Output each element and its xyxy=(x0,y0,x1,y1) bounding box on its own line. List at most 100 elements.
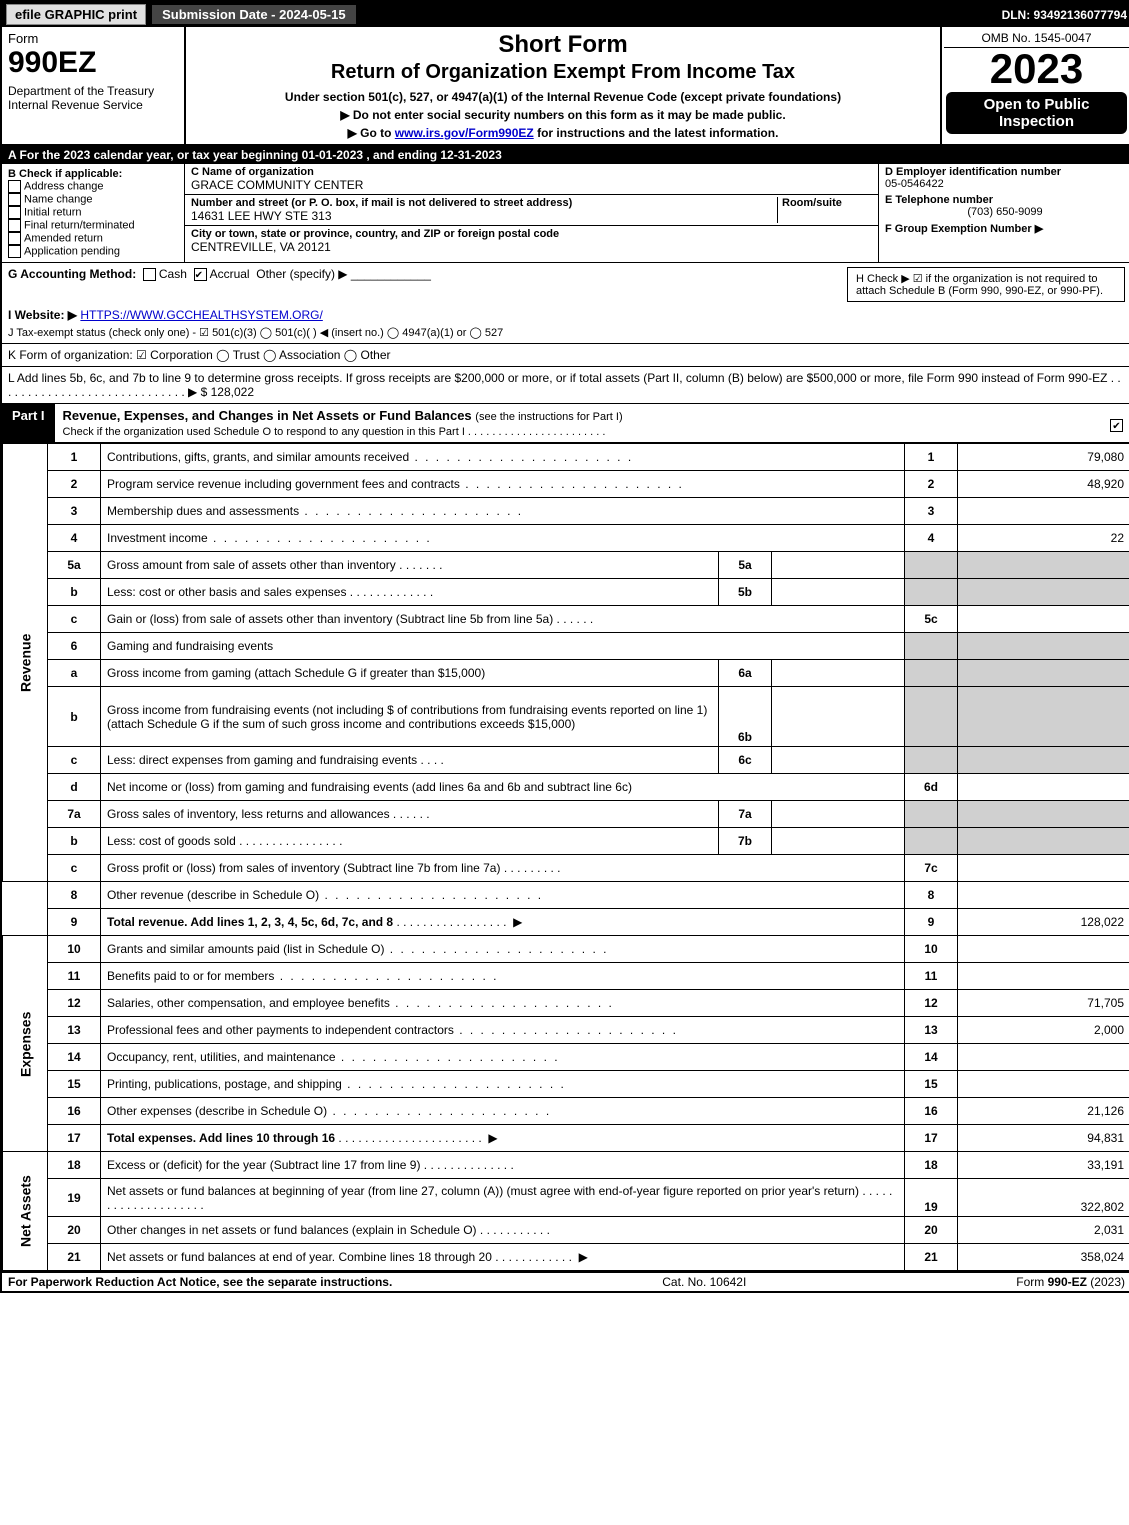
line-l-value: 128,022 xyxy=(211,385,254,399)
form-footer-label: Form 990-EZ (2023) xyxy=(1016,1275,1125,1289)
name-change-label: Name change xyxy=(24,193,93,205)
line-2-rnum: 2 xyxy=(905,471,958,498)
form-990ez: efile GRAPHIC print Submission Date - 20… xyxy=(0,0,1129,1293)
line-11-rnum: 11 xyxy=(905,963,958,990)
footer-formnum: 990-EZ xyxy=(1048,1275,1087,1289)
line-14-desc: Occupancy, rent, utilities, and maintena… xyxy=(107,1050,336,1064)
table-row: 11 Benefits paid to or for members 11 xyxy=(3,963,1129,990)
line-19-val: 322,802 xyxy=(958,1179,1129,1217)
table-row: 16 Other expenses (describe in Schedule … xyxy=(3,1098,1129,1125)
line-6d-desc: Net income or (loss) from gaming and fun… xyxy=(101,774,905,801)
line-13-rnum: 13 xyxy=(905,1017,958,1044)
line-17-num: 17 xyxy=(48,1125,101,1152)
line-1-num: 1 xyxy=(48,444,101,471)
line-l-text: L Add lines 5b, 6c, and 7b to line 9 to … xyxy=(8,371,1121,399)
accounting-section: G Accounting Method: Cash Accrual Other … xyxy=(2,263,1129,344)
application-pending-checkbox[interactable] xyxy=(8,245,21,258)
line-6c-shadeval xyxy=(958,747,1129,774)
line-7c-rnum: 7c xyxy=(905,855,958,882)
line-10-val xyxy=(958,936,1129,963)
line-19-rnum: 19 xyxy=(905,1179,958,1217)
line-7b-subnum: 7b xyxy=(719,828,772,855)
line-9-desc: Total revenue. Add lines 1, 2, 3, 4, 5c,… xyxy=(107,915,393,929)
line-5c-rnum: 5c xyxy=(905,606,958,633)
line-6-desc: Gaming and fundraising events xyxy=(101,633,905,660)
accrual-checkbox[interactable] xyxy=(194,268,207,281)
gross-receipts-line: L Add lines 5b, 6c, and 7b to line 9 to … xyxy=(2,367,1129,404)
table-row: 14 Occupancy, rent, utilities, and maint… xyxy=(3,1044,1129,1071)
website-link[interactable]: HTTPS://WWW.GCCHEALTHSYSTEM.ORG/ xyxy=(80,308,322,322)
line-16-num: 16 xyxy=(48,1098,101,1125)
cash-checkbox[interactable] xyxy=(143,268,156,281)
section-subtitle: Under section 501(c), 527, or 4947(a)(1)… xyxy=(190,90,936,104)
irs-link[interactable]: www.irs.gov/Form990EZ xyxy=(395,126,534,140)
line-6b-shade xyxy=(905,687,958,747)
line-12-val: 71,705 xyxy=(958,990,1129,1017)
line-6d-num: d xyxy=(48,774,101,801)
line-7b-shadeval xyxy=(958,828,1129,855)
table-row: Revenue 1 Contributions, gifts, grants, … xyxy=(3,444,1129,471)
line-8-num: 8 xyxy=(48,882,101,909)
tax-exempt-status: J Tax-exempt status (check only one) - ☑… xyxy=(8,326,1125,339)
table-row: d Net income or (loss) from gaming and f… xyxy=(3,774,1129,801)
room-label: Room/suite xyxy=(782,197,872,209)
line-11-val xyxy=(958,963,1129,990)
part-1-table: Revenue 1 Contributions, gifts, grants, … xyxy=(2,443,1129,1271)
name-change-checkbox[interactable] xyxy=(8,193,21,206)
line-15-num: 15 xyxy=(48,1071,101,1098)
line-2-val: 48,920 xyxy=(958,471,1129,498)
catalog-number: Cat. No. 10642I xyxy=(662,1275,746,1289)
other-method-label: Other (specify) ▶ xyxy=(256,267,347,281)
initial-return-checkbox[interactable] xyxy=(8,206,21,219)
form-number: 990EZ xyxy=(8,46,178,80)
calendar-year-row: A For the 2023 calendar year, or tax yea… xyxy=(2,146,1129,164)
line-21-num: 21 xyxy=(48,1244,101,1271)
line-5a-num: 5a xyxy=(48,552,101,579)
form-of-org: K Form of organization: ☑ Corporation ◯ … xyxy=(2,344,1129,367)
schedule-o-checkbox[interactable] xyxy=(1110,419,1123,432)
table-row: c Gain or (loss) from sale of assets oth… xyxy=(3,606,1129,633)
form-label: Form xyxy=(8,31,178,46)
ssn-warning: ▶ Do not enter social security numbers o… xyxy=(190,108,936,122)
address-change-checkbox[interactable] xyxy=(8,180,21,193)
ein-value: 05-0546422 xyxy=(885,178,944,190)
line-21-val: 358,024 xyxy=(958,1244,1129,1271)
part-1-tab: Part I xyxy=(2,404,55,442)
line-12-num: 12 xyxy=(48,990,101,1017)
line-5b-num: b xyxy=(48,579,101,606)
line-6c-subnum: 6c xyxy=(719,747,772,774)
line-1-val: 79,080 xyxy=(958,444,1129,471)
line-6c-desc: Less: direct expenses from gaming and fu… xyxy=(107,753,417,767)
line-6a-desc: Gross income from gaming (attach Schedul… xyxy=(101,660,719,687)
amended-return-checkbox[interactable] xyxy=(8,232,21,245)
website-label: I Website: ▶ xyxy=(8,308,77,322)
line-15-rnum: 15 xyxy=(905,1071,958,1098)
line-15-desc: Printing, publications, postage, and shi… xyxy=(107,1077,342,1091)
table-row: 20 Other changes in net assets or fund b… xyxy=(3,1217,1129,1244)
form-header: Form 990EZ Department of the Treasury In… xyxy=(2,27,1129,146)
efile-print-button[interactable]: efile GRAPHIC print xyxy=(6,4,146,25)
table-row: Net Assets 18 Excess or (deficit) for th… xyxy=(3,1152,1129,1179)
table-row: 15 Printing, publications, postage, and … xyxy=(3,1071,1129,1098)
line-18-desc: Excess or (deficit) for the year (Subtra… xyxy=(107,1158,420,1172)
line-7a-desc: Gross sales of inventory, less returns a… xyxy=(107,807,390,821)
table-row: b Gross income from fundraising events (… xyxy=(3,687,1129,747)
line-18-rnum: 18 xyxy=(905,1152,958,1179)
line-6a-subnum: 6a xyxy=(719,660,772,687)
ein-label: D Employer identification number xyxy=(885,166,1061,178)
line-6-shadeval xyxy=(958,633,1129,660)
footer-pre: Form xyxy=(1016,1275,1047,1289)
table-row: 8 Other revenue (describe in Schedule O)… xyxy=(3,882,1129,909)
goto-instructions: ▶ Go to www.irs.gov/Form990EZ for instru… xyxy=(190,126,936,140)
line-10-rnum: 10 xyxy=(905,936,958,963)
line-7b-subval xyxy=(772,828,905,855)
line-2-desc: Program service revenue including govern… xyxy=(107,477,460,491)
line-7a-shadeval xyxy=(958,801,1129,828)
line-14-num: 14 xyxy=(48,1044,101,1071)
line-5b-shade xyxy=(905,579,958,606)
final-return-checkbox[interactable] xyxy=(8,219,21,232)
part-1-sub: Check if the organization used Schedule … xyxy=(63,426,606,438)
page-footer: For Paperwork Reduction Act Notice, see … xyxy=(2,1271,1129,1291)
line-16-desc: Other expenses (describe in Schedule O) xyxy=(107,1104,327,1118)
identifiers-block: D Employer identification number05-05464… xyxy=(879,164,1129,262)
